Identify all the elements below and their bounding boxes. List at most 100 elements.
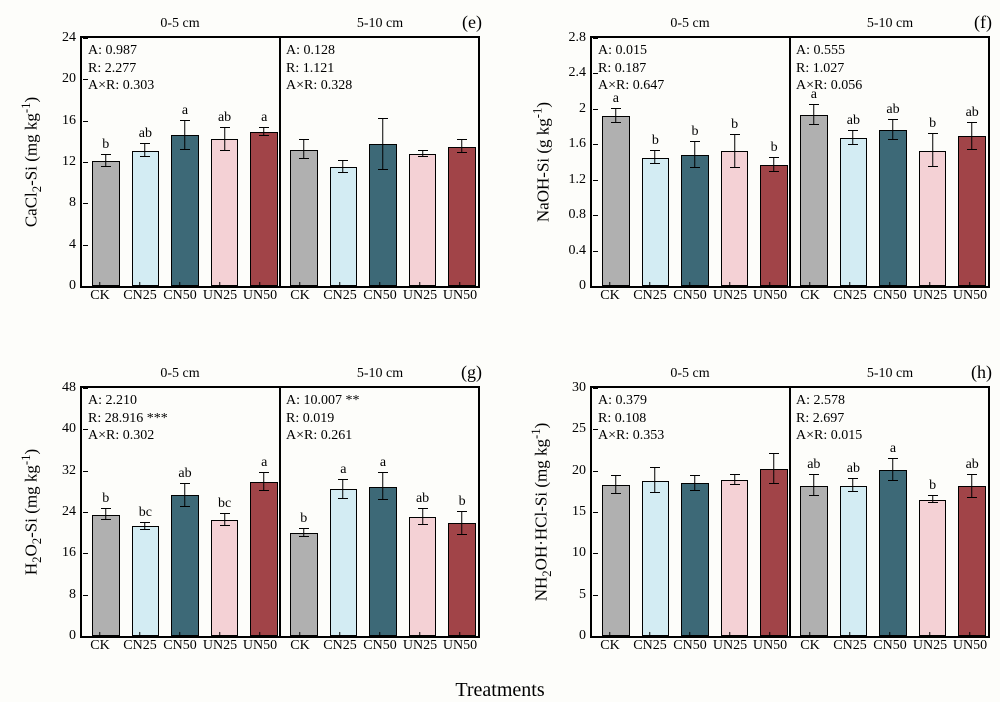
x-tick-label: CN25 xyxy=(830,634,870,666)
error-cap xyxy=(848,478,858,479)
panel-h: (h)0-5 cm5-10 cm051015202530NH2OH·HCl-Si… xyxy=(590,386,990,666)
plot-area: 00.40.81.21.622.42.8NaOH-Si (g kg-1)A: 0… xyxy=(590,36,990,288)
error-bar xyxy=(382,473,383,500)
error-bar xyxy=(892,459,893,480)
bar-UN25 xyxy=(211,139,239,286)
y-axis-label: NaOH-Si (g kg-1) xyxy=(531,102,554,222)
x-tick-label: CK xyxy=(280,634,320,666)
error-cap xyxy=(928,502,938,503)
error-bar xyxy=(343,480,344,499)
bar-slot: ab xyxy=(873,38,913,286)
error-cap xyxy=(690,167,700,168)
error-cap xyxy=(928,166,938,167)
significance-letter: a xyxy=(794,87,834,103)
error-cap xyxy=(809,474,819,475)
bar-slot xyxy=(363,38,403,286)
bar-slot: a xyxy=(165,38,205,286)
significance-letter: b xyxy=(675,124,715,140)
error-cap xyxy=(220,150,230,151)
significance-letter: b xyxy=(913,116,953,132)
bar-UN25 xyxy=(721,151,749,286)
bar-UN50 xyxy=(448,523,476,636)
error-bar xyxy=(615,109,616,123)
bar-UN25 xyxy=(721,480,749,636)
error-cap xyxy=(338,479,348,480)
significance-letter: b xyxy=(636,133,676,149)
error-cap xyxy=(418,156,428,157)
error-cap xyxy=(928,495,938,496)
error-cap xyxy=(457,139,467,140)
bar-group xyxy=(592,388,798,636)
bar-CN50 xyxy=(681,155,709,286)
significance-letter: bc xyxy=(126,505,166,521)
bar-slot: ab xyxy=(952,388,992,636)
error-bar xyxy=(971,475,972,498)
error-cap xyxy=(299,158,309,159)
bar-slot: a xyxy=(324,388,364,636)
x-tick-label: CK xyxy=(590,634,630,666)
bar-slot: b xyxy=(754,38,794,286)
significance-letter: b xyxy=(284,511,324,527)
x-tick-label: CN50 xyxy=(360,284,400,316)
error-cap xyxy=(967,122,977,123)
bar-UN25 xyxy=(211,520,239,636)
y-tick: 20 xyxy=(62,71,82,87)
x-tick-label: UN25 xyxy=(400,634,440,666)
x-tick-label: CN25 xyxy=(320,634,360,666)
significance-letter: ab xyxy=(952,105,992,121)
error-cap xyxy=(259,472,269,473)
depth-label-right: 5-10 cm xyxy=(280,16,480,32)
bar-slot xyxy=(715,388,755,636)
bar-CK xyxy=(92,515,120,636)
error-cap xyxy=(848,491,858,492)
bar-slot xyxy=(284,38,324,286)
bar-slot xyxy=(324,38,364,286)
error-cap xyxy=(888,139,898,140)
bar-CN25 xyxy=(132,151,160,286)
y-tick: 12 xyxy=(62,154,82,170)
x-tick-label: CK xyxy=(280,284,320,316)
bar-group xyxy=(280,38,486,286)
x-tick-row: CKCN25CN50UN25UN50CKCN25CN50UN25UN50 xyxy=(590,634,990,666)
error-cap xyxy=(101,154,111,155)
x-tick-label: CK xyxy=(790,634,830,666)
error-cap xyxy=(928,133,938,134)
bar-slot: b xyxy=(442,388,482,636)
bar-slot: a xyxy=(794,38,834,286)
error-bar xyxy=(892,120,893,139)
significance-letter: a xyxy=(244,110,284,126)
plot-area: 051015202530NH2OH·HCl-Si (mg kg-1)A: 0.3… xyxy=(590,386,990,638)
bar-CN50 xyxy=(369,487,397,636)
x-tick-label: UN25 xyxy=(200,634,240,666)
y-tick: 48 xyxy=(62,380,82,396)
bar-UN50 xyxy=(760,469,788,636)
x-tick-label: CN50 xyxy=(670,634,710,666)
error-cap xyxy=(259,490,269,491)
y-tick: 2.8 xyxy=(569,30,593,46)
depth-label-left: 0-5 cm xyxy=(590,366,790,382)
x-tick-group: CKCN25CN50UN25UN50 xyxy=(790,634,990,666)
error-bar xyxy=(184,484,185,507)
y-tick: 40 xyxy=(62,421,82,437)
bar-slot: b xyxy=(913,38,953,286)
bar-slot xyxy=(403,38,443,286)
error-cap xyxy=(650,150,660,151)
error-bar xyxy=(224,128,225,151)
error-cap xyxy=(769,453,779,454)
x-tick-group: CKCN25CN50UN25UN50 xyxy=(80,284,280,316)
error-bar xyxy=(461,512,462,535)
error-cap xyxy=(611,122,621,123)
significance-letter: ab xyxy=(205,110,245,126)
bar-group: aababbab xyxy=(790,38,996,286)
significance-letter: ab xyxy=(165,466,205,482)
error-cap xyxy=(299,528,309,529)
y-tick: 16 xyxy=(62,113,82,129)
depth-label-left: 0-5 cm xyxy=(80,16,280,32)
error-cap xyxy=(220,525,230,526)
bar-UN50 xyxy=(760,165,788,286)
bar-UN50 xyxy=(250,132,278,286)
y-tick: 16 xyxy=(62,545,82,561)
x-tick-group: CKCN25CN50UN25UN50 xyxy=(80,634,280,666)
bar-slot: ab xyxy=(834,38,874,286)
depth-label-right: 5-10 cm xyxy=(280,366,480,382)
